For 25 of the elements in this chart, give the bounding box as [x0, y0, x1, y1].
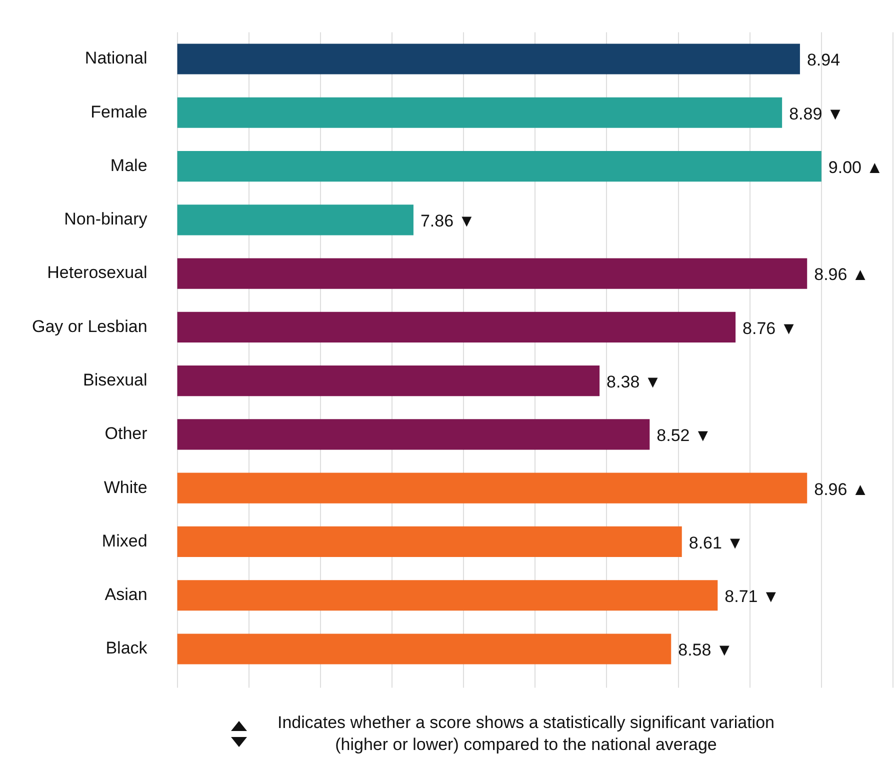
y-tick-label: Bisexual — [83, 370, 148, 390]
y-tick-label: Heterosexual — [47, 263, 148, 282]
text: Indicates whether a score shows a statistically significant variation (higher or lower) compared to the national average — [276, 712, 776, 756]
y-tick-label: Male — [110, 156, 148, 175]
y-tick-label: Mixed — [102, 531, 148, 550]
data-label: 8.61 ▼ — [688, 533, 744, 552]
data-label: 8.58 ▼ — [678, 640, 733, 660]
data-label: 8.71 ▼ — [724, 587, 780, 606]
data-label: 8.89 ▼ — [789, 104, 844, 124]
y-tick-label: Black — [106, 638, 148, 658]
y-tick-label: White — [104, 478, 148, 497]
data-label: 8.52 ▼ — [656, 426, 712, 446]
y-tick-label: Non-binary — [64, 210, 148, 229]
data-label: 8.94 — [806, 50, 840, 70]
data-label: 8.38 ▼ — [606, 372, 662, 392]
y-tick-label: Other — [104, 424, 148, 444]
y-tick-label: National — [84, 48, 148, 68]
data-label: 9.00 ▲ — [828, 158, 884, 177]
data-label: 8.96 ▲ — [814, 265, 869, 284]
y-tick-label: Gay or Lesbian — [32, 316, 148, 336]
y-tick-label: Female — [90, 102, 148, 122]
data-label: 8.76 ▼ — [742, 318, 798, 338]
data-label: 7.86 ▼ — [420, 212, 476, 231]
data-label: 8.96 ▲ — [814, 480, 869, 499]
y-tick-label: Asian — [104, 585, 148, 604]
